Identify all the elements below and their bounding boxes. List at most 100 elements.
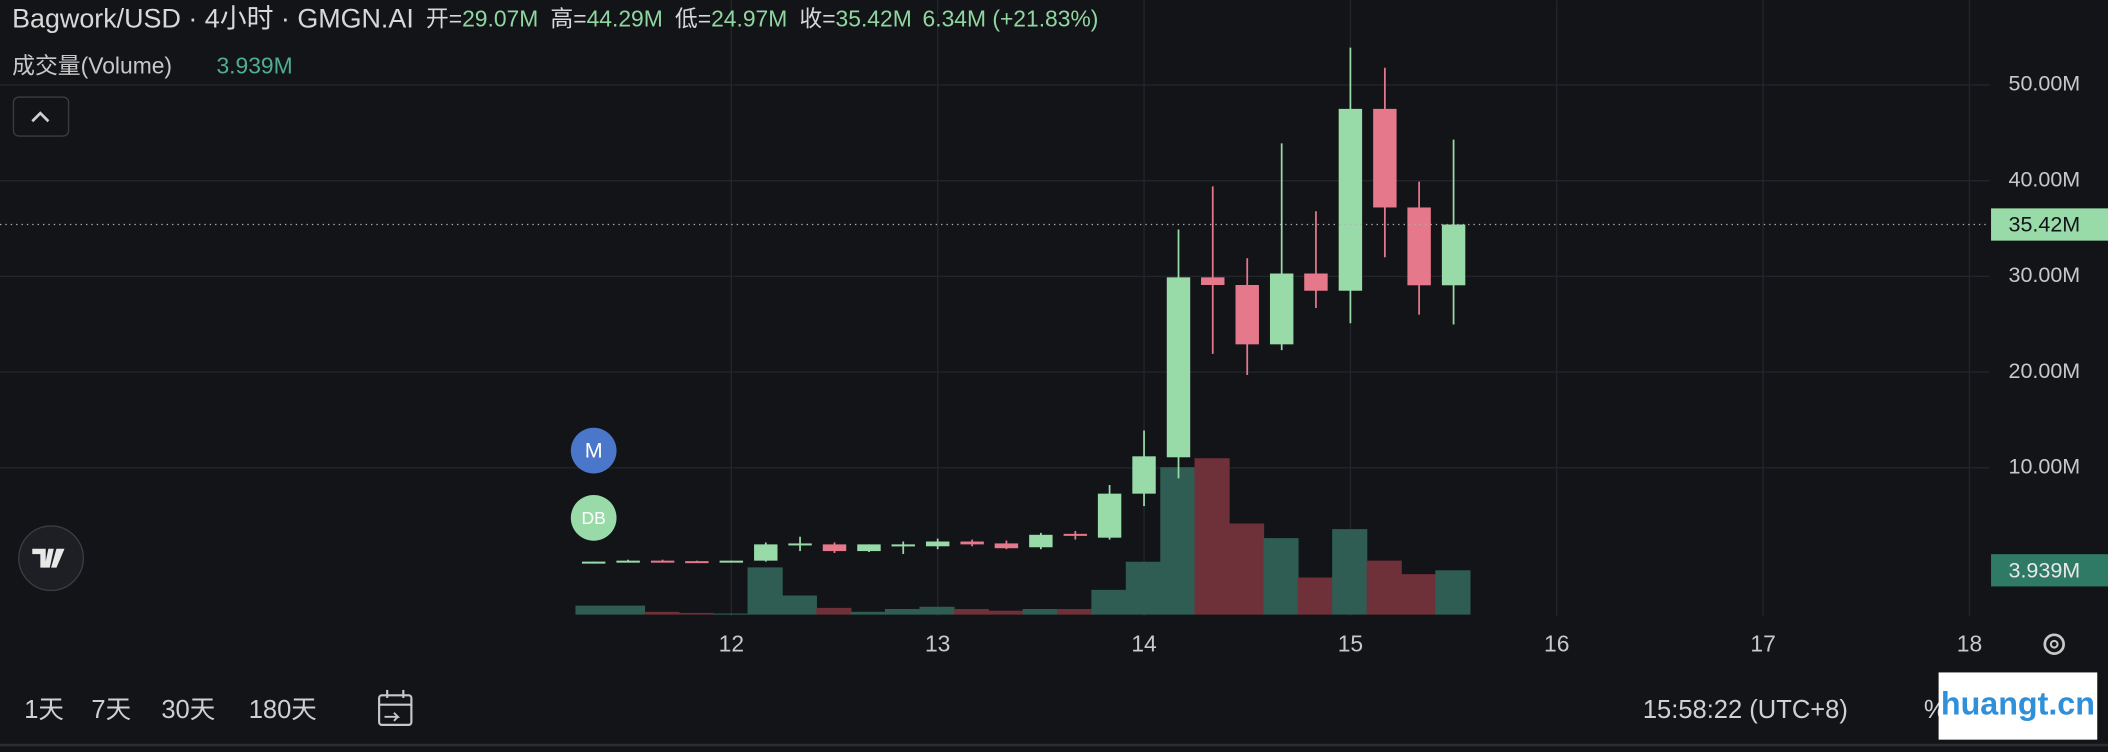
texts: 10.00M 20.00M 30.00M 40.00M 50.00M 12 13 14 15 16… [12, 4, 2080, 725]
volume-bar [609, 605, 646, 615]
volume-bar [1160, 467, 1196, 615]
candle-body [1441, 224, 1466, 286]
range-button[interactable]: 30天 [161, 696, 215, 724]
candle-body [1269, 273, 1294, 345]
volume-bar [1263, 538, 1299, 615]
y-tick-label: 30.00M [2009, 263, 2081, 287]
candle-body [1029, 534, 1053, 548]
candle-body [719, 560, 744, 563]
event-marker[interactable] [570, 494, 617, 541]
candle-body [754, 544, 778, 561]
header: Bagwork/USD · 4小时 · GMGN.AI 开=29.07M 高=44.… [12, 4, 1098, 34]
x-tick-label: 13 [925, 631, 950, 657]
volume-bar [644, 611, 680, 615]
ohlc-value: 29.07M [462, 5, 538, 31]
candle-body [1132, 456, 1156, 494]
volume-bar [1332, 529, 1368, 615]
last-volume-box [1991, 554, 2108, 587]
y-tick-label: 50.00M [2009, 72, 2081, 96]
watermark-box [1938, 672, 2098, 740]
ohlc-label: 开= [426, 5, 462, 31]
settings-button[interactable] [2043, 633, 2065, 655]
candle-body [1304, 273, 1328, 291]
candle-body [925, 541, 950, 547]
ohlc-label: 高= [550, 5, 586, 31]
volume-bar [1435, 570, 1471, 615]
y-tick-label: 20.00M [2009, 359, 2081, 383]
ohlc-value: 35.42M [836, 5, 912, 31]
candle-body [1166, 277, 1191, 458]
volume-bars [575, 458, 1471, 615]
candle-body [891, 544, 915, 547]
candle-body [1201, 277, 1225, 285]
x-tick-label: 14 [1131, 631, 1157, 657]
range-button[interactable]: 7天 [91, 696, 131, 724]
candle-body [1407, 207, 1431, 286]
volume-bar [850, 611, 886, 615]
candle-body [857, 544, 881, 552]
x-tick-label: 16 [1544, 631, 1569, 657]
volume-bar [919, 606, 955, 615]
x-tick-label: 18 [1957, 631, 1982, 657]
volume-bar [1091, 589, 1127, 615]
event-marker[interactable] [570, 427, 617, 474]
volume-bar [747, 567, 783, 615]
event-marker-label: M [585, 439, 603, 463]
volume-bar [1297, 577, 1333, 615]
candle-body [1373, 108, 1397, 208]
volume-bar [1228, 523, 1265, 615]
price-change: 6.34M (+21.83%) [923, 5, 1099, 31]
candle-body [1235, 284, 1259, 345]
event-marker-label: DB [582, 508, 606, 528]
y-tick-label: 40.00M [2009, 167, 2081, 191]
clock: 15:58:22 (UTC+8) [1643, 696, 1848, 724]
ohlc-label: 低= [675, 5, 711, 31]
volume-bar [1194, 458, 1230, 615]
overlay [0, 208, 2108, 587]
x-tick-label: 17 [1750, 631, 1775, 657]
volume-bar [953, 609, 990, 615]
volume-bar [575, 605, 611, 615]
candle-body [1063, 533, 1088, 536]
ohlc-label: 收= [799, 5, 835, 31]
watermark: huangt.cn [1941, 686, 2095, 722]
candle-body [616, 560, 640, 563]
tradingview-logo[interactable] [18, 525, 85, 592]
last-volume-label: 3.939M [2009, 558, 2081, 582]
volume-bar [1400, 574, 1437, 615]
candle-body [581, 561, 606, 564]
x-tick-label: 12 [719, 631, 744, 657]
volume-bar [1022, 609, 1058, 615]
volume-bar [713, 613, 749, 615]
symbol-title: Bagwork/USD · 4小时 · GMGN.AI [12, 4, 414, 34]
candle-body [960, 541, 984, 545]
candle-body [685, 561, 709, 564]
y-tick-label: 10.00M [2009, 454, 2081, 478]
candle-body [788, 543, 812, 546]
ohlc-value: 44.29M [587, 5, 663, 31]
candle-body [1338, 108, 1363, 291]
date-range-button[interactable] [378, 689, 413, 726]
last-price-box [1991, 208, 2108, 241]
volume-legend-label: 成交量(Volume) [12, 52, 172, 78]
volume-bar [816, 607, 852, 615]
volume-bar [1125, 561, 1161, 615]
volume-bar [678, 612, 714, 615]
volume-legend-value: 3.939M [216, 52, 292, 78]
volume-bar [884, 609, 921, 615]
grid [0, 0, 1990, 616]
x-tick-label: 15 [1338, 631, 1363, 657]
ohlc-value: 24.97M [711, 5, 787, 31]
volume-bar [781, 595, 817, 615]
candle-body [994, 543, 1019, 549]
collapse-button[interactable] [12, 96, 70, 137]
last-price-label: 35.42M [2009, 213, 2081, 237]
candle-body [1097, 493, 1122, 538]
range-button[interactable]: 180天 [249, 696, 317, 724]
range-button[interactable]: 1天 [24, 696, 64, 724]
volume-bar [1366, 560, 1402, 615]
candles [581, 47, 1466, 564]
